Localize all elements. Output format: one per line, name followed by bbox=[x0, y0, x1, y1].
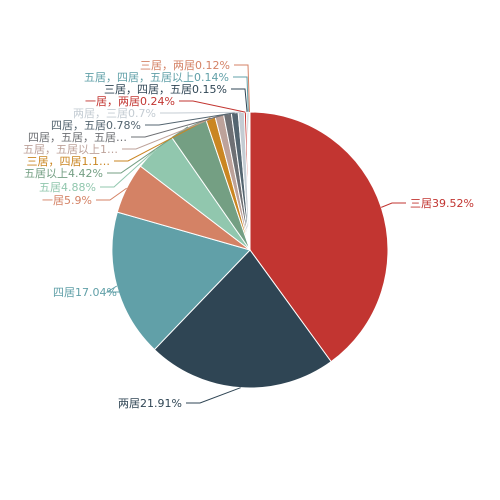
slice-label: 三居，四居1.1… bbox=[27, 155, 111, 168]
slice-label: 五居以上4.42% bbox=[24, 167, 103, 180]
leader-line bbox=[160, 111, 242, 114]
leader-line bbox=[186, 387, 241, 404]
slice-label: 五居，四居，五居以上0.14% bbox=[84, 71, 229, 84]
slice-label: 四居17.04% bbox=[53, 286, 117, 299]
leader-line bbox=[100, 149, 156, 188]
leader-line bbox=[233, 76, 249, 113]
leader-line bbox=[231, 88, 248, 113]
slice-label: 五居，五居以上1… bbox=[23, 143, 118, 156]
slice-label: 两居，三居0.7% bbox=[73, 107, 156, 120]
slice-label: 四居，五居0.78% bbox=[51, 119, 141, 132]
slice-label: 三居，四居，五居0.15% bbox=[104, 83, 227, 96]
slice-label: 一居，两居0.24% bbox=[85, 95, 175, 108]
leader-line bbox=[105, 285, 121, 293]
slice-label: 一居5.9% bbox=[42, 194, 92, 207]
slice-label: 五居4.88% bbox=[39, 181, 96, 194]
leader-line bbox=[234, 64, 250, 113]
leader-line bbox=[96, 187, 127, 201]
leader-line bbox=[179, 100, 246, 113]
leader-line bbox=[145, 112, 235, 126]
leader-line bbox=[114, 117, 211, 162]
leader-line bbox=[381, 202, 406, 208]
slice-label: 三居，两居0.12% bbox=[140, 59, 230, 72]
slice-label: 两居21.91% bbox=[118, 397, 182, 410]
slice-label: 四居，五居，五居… bbox=[28, 131, 127, 144]
leader-line bbox=[122, 115, 220, 150]
slice-label: 三居39.52% bbox=[410, 197, 474, 210]
leader-line bbox=[131, 113, 228, 138]
leader-line bbox=[107, 126, 189, 174]
